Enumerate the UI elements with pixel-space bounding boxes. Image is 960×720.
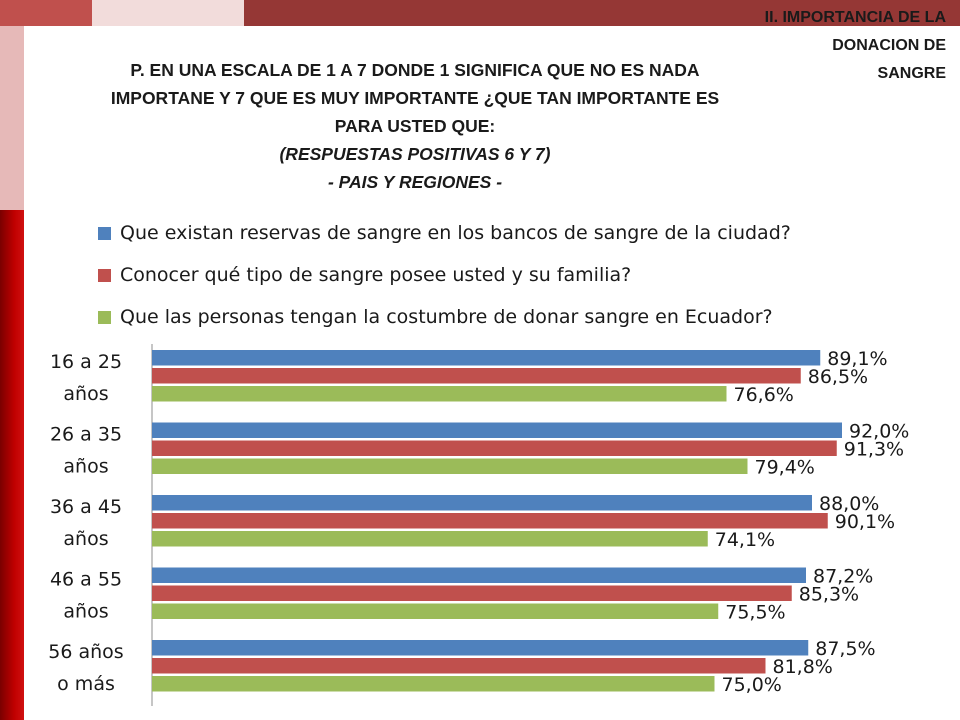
data-label: 89,1%	[827, 348, 887, 370]
category-label: 56 años o más	[48, 641, 123, 695]
header-band-pink	[92, 0, 244, 26]
data-label: 87,2%	[813, 566, 873, 588]
data-label: 85,3%	[799, 584, 859, 606]
side-band-red	[0, 210, 24, 720]
data-label: 75,5%	[725, 602, 785, 624]
question-line: P. EN UNA ESCALA DE 1 A 7 DONDE 1 SIGNIF…	[130, 60, 700, 80]
bar	[152, 422, 842, 438]
data-label: 76,6%	[734, 384, 794, 406]
question-line: IMPORTANE Y 7 QUE ES MUY IMPORTANTE ¿QUE…	[110, 88, 720, 108]
legend-swatch	[98, 226, 111, 240]
chart-legend: Que existan reservas de sangre en los ba…	[98, 212, 791, 338]
bar	[152, 386, 727, 402]
data-label: 87,5%	[815, 638, 875, 660]
category-label: 46 a 55 años	[50, 569, 122, 623]
legend-item: Que las personas tengan la costumbre de …	[98, 296, 791, 338]
legend-swatch	[98, 310, 111, 324]
data-label: 81,8%	[773, 656, 833, 678]
data-label: 91,3%	[844, 439, 904, 461]
bar	[152, 350, 821, 366]
legend-swatch	[98, 268, 111, 282]
category-label: 26 a 35 años	[50, 424, 122, 478]
bar	[152, 458, 748, 474]
bar	[152, 368, 801, 384]
data-label: 74,1%	[715, 529, 775, 551]
bar	[152, 585, 792, 601]
bar	[152, 440, 837, 456]
legend-label: Que las personas tengan la costumbre de …	[120, 306, 773, 328]
data-label: 88,0%	[819, 493, 879, 515]
bar	[152, 513, 828, 529]
header-band-dark-red	[244, 0, 960, 26]
legend-item: Conocer qué tipo de sangre posee usted y…	[98, 254, 791, 296]
question-line: PARA USTED QUE:	[334, 116, 496, 136]
bar	[152, 603, 719, 619]
bar	[152, 495, 812, 511]
category-label: 16 a 25 años	[50, 351, 122, 405]
legend-item: Que existan reservas de sangre en los ba…	[98, 212, 791, 254]
data-label: 75,0%	[722, 674, 782, 696]
bar	[152, 567, 806, 583]
question-scope: - PAIS Y REGIONES -	[327, 172, 503, 192]
bar	[152, 676, 715, 692]
data-label: 90,1%	[835, 511, 895, 533]
category-label: 36 a 45 años	[50, 496, 122, 550]
legend-label: Conocer qué tipo de sangre posee usted y…	[120, 264, 632, 286]
question-subtitle: (RESPUESTAS POSITIVAS 6 Y 7)	[279, 144, 551, 164]
data-label: 86,5%	[808, 366, 868, 388]
bar	[152, 531, 708, 547]
section-title: II. IMPORTANCIA DE LA DONACION DE SANGRE	[764, 9, 946, 82]
legend-label: Que existan reservas de sangre en los ba…	[120, 222, 791, 244]
question-block: P. EN UNA ESCALA DE 1 A 7 DONDE 1 SIGNIF…	[30, 56, 800, 196]
data-label: 92,0%	[849, 421, 909, 443]
side-band-pink	[0, 26, 24, 210]
header-band-red	[0, 0, 92, 26]
bar	[152, 640, 809, 656]
bar	[152, 658, 766, 674]
data-label: 79,4%	[755, 457, 815, 479]
